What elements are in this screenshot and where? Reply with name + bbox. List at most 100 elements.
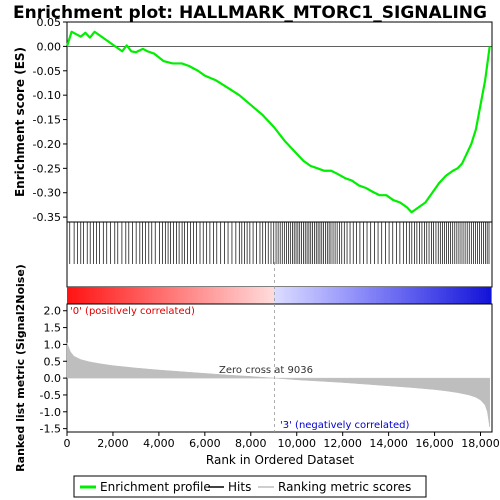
heatbar-cell — [181, 287, 185, 304]
heatbar-cell — [236, 287, 240, 304]
heatbar-cell — [353, 287, 357, 304]
heatbar-cell — [156, 287, 160, 304]
enrichment-profile-line — [65, 30, 491, 214]
heatbar-cell — [101, 287, 106, 304]
heatbar-cell — [443, 287, 447, 304]
heatbar-cell — [451, 287, 455, 304]
heatbar-cell — [376, 287, 380, 304]
heatbar-cell — [259, 287, 263, 304]
heatbar-cell — [283, 287, 288, 304]
heatbar-cell — [303, 287, 308, 304]
heatbar-cell — [416, 287, 420, 304]
heatbar-cell — [159, 287, 163, 304]
negative-correlation-label: '3' (negatively correlated) — [280, 420, 409, 431]
heatbar-cell — [149, 287, 153, 304]
heatbar-cell — [229, 287, 233, 304]
heatbar-cell — [189, 287, 193, 304]
heatbar-cell — [171, 287, 175, 304]
heatbar-cell — [288, 287, 293, 304]
heatbar-cell — [471, 287, 475, 304]
heatbar-cell — [413, 287, 417, 304]
heatbar-cell — [358, 287, 362, 304]
heatbar-cell — [244, 287, 248, 304]
heatbar-cell — [341, 287, 345, 304]
heatbar-cell — [154, 287, 158, 304]
heatbar-cell — [321, 287, 325, 304]
heatbar-cell — [224, 287, 228, 304]
heatbar-cell — [463, 287, 467, 304]
heatbar-cell — [363, 287, 367, 304]
x-tick-label: 8,000 — [235, 437, 267, 450]
es-y-tick-label: -0.20 — [33, 138, 61, 151]
heatbar-cell — [456, 287, 460, 304]
es-y-tick-label: -0.25 — [33, 162, 61, 175]
heatbar-cell — [174, 287, 178, 304]
heatbar-cell — [291, 287, 295, 304]
heatbar-cell — [308, 287, 313, 304]
heatbar-cell — [136, 287, 140, 304]
heatbar-cell — [446, 287, 450, 304]
metric-y-tick-label: 0.0 — [44, 372, 62, 385]
heatbar-cell — [488, 287, 492, 304]
x-tick-label: 14,000 — [369, 437, 408, 450]
heatbar-cell — [328, 287, 332, 304]
heatbar-cell — [408, 287, 412, 304]
heatbar-cell — [386, 287, 390, 304]
x-tick-label: 18,000 — [461, 437, 500, 450]
heatbar-cell — [94, 287, 98, 304]
heatbar-cell — [323, 287, 327, 304]
chart-title: Enrichment plot: HALLMARK_MTORC1_SIGNALI… — [13, 3, 487, 23]
heatbar-cell — [441, 287, 445, 304]
heatbar-cell — [391, 287, 395, 304]
es-y-tick-label: -0.05 — [33, 65, 61, 78]
y-axis-label-metric: Ranked list metric (Signal2Noise) — [14, 264, 27, 472]
es-y-tick-label: 0.00 — [37, 40, 62, 53]
heatbar-cell — [106, 287, 110, 304]
heatbar-cell — [461, 287, 465, 304]
heatbar-cell — [383, 287, 387, 304]
hits-panel — [66, 221, 493, 288]
heatbar-cell — [326, 287, 330, 304]
ranking-metric-area — [66, 342, 490, 427]
heatbar-cell — [411, 287, 415, 304]
heatbar-cell — [406, 287, 410, 304]
heatbar-cell — [396, 287, 400, 304]
heatbar-cell — [438, 287, 442, 304]
heatbar-cell — [421, 287, 425, 304]
heatbar-cell — [226, 287, 230, 304]
heatbar-cell — [296, 287, 300, 304]
heatbar-cell — [206, 287, 210, 304]
heatbar-cell — [99, 287, 103, 304]
heatbar-cell — [104, 287, 108, 304]
heatbar-cell — [161, 287, 165, 304]
heatbar-cell — [274, 287, 278, 304]
heatbar-cell — [76, 287, 81, 304]
es-y-tick-label: 0.05 — [37, 16, 62, 29]
heatbar-cell — [134, 287, 138, 304]
heatbar-cell — [336, 287, 340, 304]
es-y-tick-label: -0.30 — [33, 187, 61, 200]
heatbar-cell — [169, 287, 173, 304]
heatbar-cell — [448, 287, 452, 304]
heatbar-cell — [67, 287, 71, 304]
heatbar-cell — [356, 287, 360, 304]
heatbar-cell — [261, 287, 265, 304]
heatbar-cell — [204, 287, 208, 304]
heatbar-cell — [476, 287, 480, 304]
heatbar-cell — [279, 287, 283, 304]
heatbar-cell — [176, 287, 180, 304]
legend-label-hits: Hits — [228, 480, 251, 494]
metric-y-tick-label: 2.0 — [44, 305, 62, 318]
heatbar-cell — [216, 287, 220, 304]
es-y-tick-label: -0.15 — [33, 114, 61, 127]
heatbar-cell — [129, 287, 133, 304]
heatbar-cell — [351, 287, 355, 304]
heatbar-cell — [166, 287, 170, 304]
metric-y-tick-label: 1.0 — [44, 338, 62, 351]
heatbar-cell — [241, 287, 245, 304]
zero-cross-label: Zero cross at 9036 — [219, 365, 313, 376]
heatbar-cell — [144, 287, 148, 304]
heatbar-cell — [146, 287, 150, 304]
heatbar-cell — [266, 287, 270, 304]
heatbar-cell — [331, 287, 335, 304]
